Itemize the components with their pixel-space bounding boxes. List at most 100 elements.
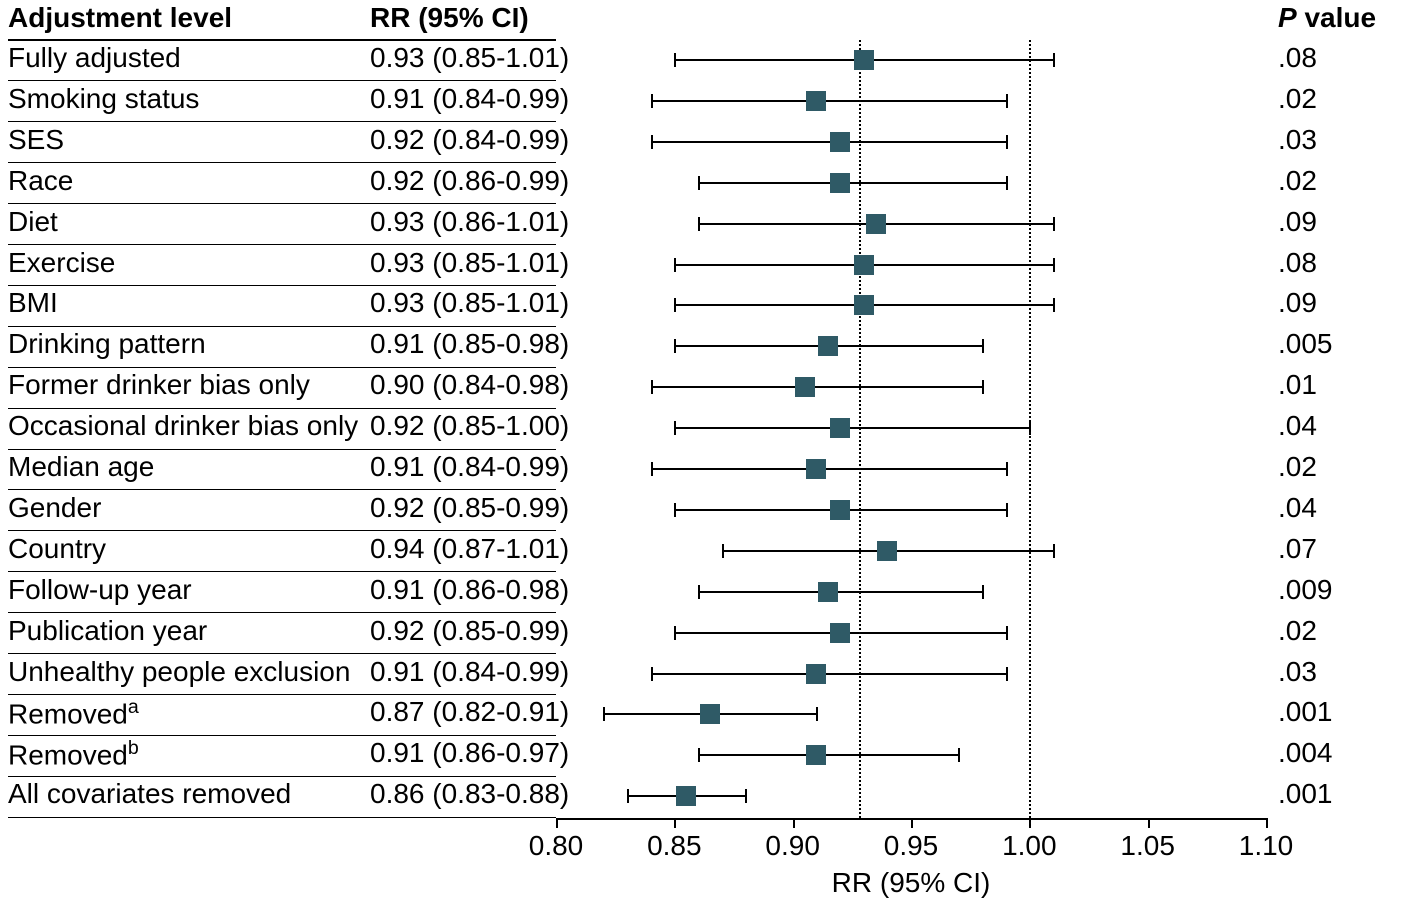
row-p-value: .08 bbox=[1278, 42, 1317, 74]
row-rr-ci-text: 0.93 (0.85-1.01) bbox=[370, 287, 569, 319]
ci-whisker bbox=[1029, 421, 1031, 435]
row-rule bbox=[8, 571, 556, 572]
row-adjustment-label: Fully adjusted bbox=[8, 42, 181, 74]
row-rr-ci-text: 0.92 (0.84-0.99) bbox=[370, 124, 569, 156]
ci-whisker bbox=[698, 217, 700, 231]
ci-whisker bbox=[674, 258, 676, 272]
row-p-value: .02 bbox=[1278, 165, 1317, 197]
row-rule bbox=[8, 121, 556, 122]
point-estimate-marker bbox=[806, 459, 826, 479]
row-rule bbox=[8, 408, 556, 409]
row-adjustment-label: Race bbox=[8, 165, 73, 197]
header-rule bbox=[8, 39, 556, 41]
x-axis-tick-label: 1.05 bbox=[1120, 830, 1175, 862]
ci-line bbox=[651, 673, 1006, 675]
x-axis-tick-label: 0.90 bbox=[765, 830, 820, 862]
point-estimate-marker bbox=[806, 664, 826, 684]
row-adjustment-label: Gender bbox=[8, 492, 101, 524]
row-rr-ci-text: 0.92 (0.85-0.99) bbox=[370, 492, 569, 524]
row-p-value: .02 bbox=[1278, 451, 1317, 483]
row-p-value: .03 bbox=[1278, 656, 1317, 688]
row-p-value: .02 bbox=[1278, 615, 1317, 647]
row-adjustment-label: All covariates removed bbox=[8, 778, 291, 810]
row-rr-ci-text: 0.91 (0.84-0.99) bbox=[370, 451, 569, 483]
row-rule bbox=[8, 244, 556, 245]
row-p-value: .09 bbox=[1278, 287, 1317, 319]
point-estimate-marker bbox=[830, 132, 850, 152]
row-rule bbox=[8, 80, 556, 81]
ci-whisker bbox=[651, 380, 653, 394]
ci-whisker bbox=[674, 339, 676, 353]
ci-line bbox=[651, 100, 1006, 102]
ci-whisker bbox=[1053, 53, 1055, 67]
ci-whisker bbox=[651, 462, 653, 476]
row-rr-ci-text: 0.93 (0.85-1.01) bbox=[370, 42, 569, 74]
ci-whisker bbox=[603, 707, 605, 721]
x-axis-tick-label: 1.10 bbox=[1239, 830, 1294, 862]
row-rule bbox=[8, 449, 556, 450]
row-rr-ci-text: 0.92 (0.86-0.99) bbox=[370, 165, 569, 197]
row-rule bbox=[8, 367, 556, 368]
row-rule bbox=[8, 489, 556, 490]
point-estimate-marker bbox=[830, 173, 850, 193]
row-adjustment-label: Removedb bbox=[8, 737, 139, 771]
ci-line bbox=[698, 591, 982, 593]
ci-whisker bbox=[1053, 298, 1055, 312]
row-p-value: .09 bbox=[1278, 206, 1317, 238]
row-rr-ci-text: 0.87 (0.82-0.91) bbox=[370, 696, 569, 728]
row-rr-ci-text: 0.90 (0.84-0.98) bbox=[370, 369, 569, 401]
row-adjustment-label: Smoking status bbox=[8, 83, 199, 115]
row-rule bbox=[8, 326, 556, 327]
point-estimate-marker bbox=[700, 704, 720, 724]
ci-whisker bbox=[1006, 503, 1008, 517]
ci-whisker bbox=[1006, 176, 1008, 190]
x-axis-tick bbox=[556, 818, 558, 828]
row-rr-ci-text: 0.92 (0.85-0.99) bbox=[370, 615, 569, 647]
row-rr-ci-text: 0.91 (0.84-0.99) bbox=[370, 83, 569, 115]
ci-line bbox=[651, 141, 1006, 143]
x-axis-tick-label: 1.00 bbox=[1002, 830, 1057, 862]
point-estimate-marker bbox=[806, 91, 826, 111]
ci-whisker bbox=[651, 667, 653, 681]
ci-whisker bbox=[1053, 544, 1055, 558]
ci-line bbox=[651, 468, 1006, 470]
row-adjustment-label: Follow-up year bbox=[8, 574, 192, 606]
ci-whisker bbox=[982, 585, 984, 599]
row-p-value: .07 bbox=[1278, 533, 1317, 565]
row-rule bbox=[8, 735, 556, 736]
header-rr-ci: RR (95% CI) bbox=[370, 2, 529, 34]
ci-whisker bbox=[674, 503, 676, 517]
row-rr-ci-text: 0.91 (0.85-0.98) bbox=[370, 328, 569, 360]
ci-whisker bbox=[816, 707, 818, 721]
point-estimate-marker bbox=[866, 214, 886, 234]
ci-whisker bbox=[1006, 135, 1008, 149]
row-rule bbox=[8, 776, 556, 777]
row-rr-ci-text: 0.93 (0.85-1.01) bbox=[370, 247, 569, 279]
row-p-value: .04 bbox=[1278, 410, 1317, 442]
point-estimate-marker bbox=[818, 582, 838, 602]
ci-whisker bbox=[745, 789, 747, 803]
row-rr-ci-text: 0.86 (0.83-0.88) bbox=[370, 778, 569, 810]
x-axis-tick bbox=[1029, 818, 1031, 828]
x-axis-tick-label: 0.95 bbox=[884, 830, 939, 862]
ci-whisker bbox=[698, 176, 700, 190]
ci-line bbox=[674, 427, 1029, 429]
row-p-value: .001 bbox=[1278, 696, 1333, 728]
row-rule bbox=[8, 530, 556, 531]
row-p-value: .04 bbox=[1278, 492, 1317, 524]
point-estimate-marker bbox=[830, 418, 850, 438]
ci-whisker bbox=[1006, 94, 1008, 108]
row-rule bbox=[8, 203, 556, 204]
point-estimate-marker bbox=[877, 541, 897, 561]
ci-whisker bbox=[651, 135, 653, 149]
point-estimate-marker bbox=[830, 623, 850, 643]
ci-whisker bbox=[651, 94, 653, 108]
row-adjustment-label: Unhealthy people exclusion bbox=[8, 656, 350, 688]
point-estimate-marker bbox=[830, 500, 850, 520]
point-estimate-marker bbox=[818, 336, 838, 356]
point-estimate-marker bbox=[854, 255, 874, 275]
ci-whisker bbox=[1006, 462, 1008, 476]
row-rule bbox=[8, 285, 556, 286]
row-adjustment-label: Diet bbox=[8, 206, 58, 238]
ci-line bbox=[698, 754, 958, 756]
